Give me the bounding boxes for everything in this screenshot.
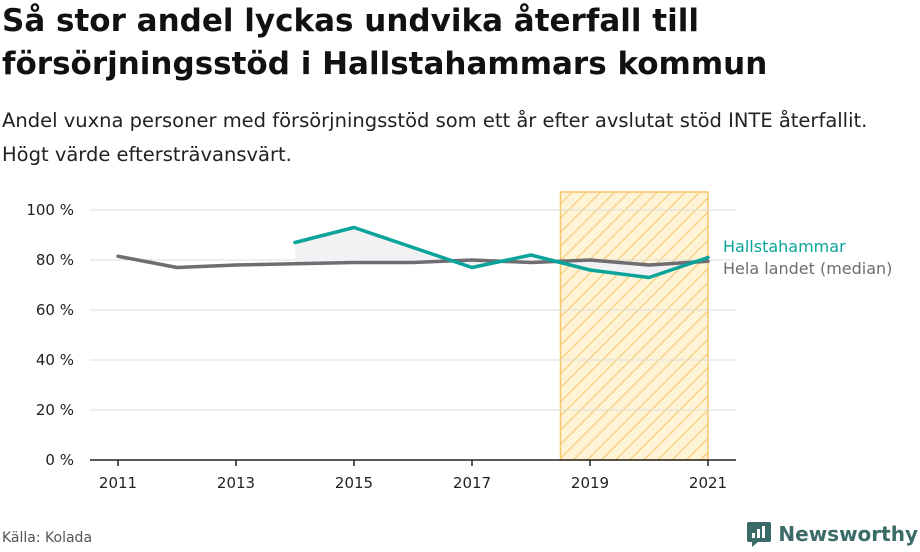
x-tick-label: 2011	[99, 474, 137, 492]
series-label-national: Hela landet (median)	[723, 259, 892, 278]
x-tick-label: 2021	[689, 474, 727, 492]
newsworthy-logo-icon	[747, 522, 772, 547]
y-tick-label: 20 %	[36, 401, 74, 419]
highlight-band-hatch	[559, 191, 709, 461]
x-tick-label: 2015	[335, 474, 373, 492]
x-tick-label: 2017	[453, 474, 491, 492]
series-label-hallstahammar: Hallstahammar	[723, 237, 846, 256]
y-tick-label: 60 %	[36, 301, 74, 319]
series-line-hallstahammar	[293, 225, 710, 280]
brand-name: Newsworthy	[778, 522, 918, 546]
chart-subtitle: Andel vuxna personer med försörjningsstö…	[2, 109, 868, 166]
y-tick-label: 40 %	[36, 351, 74, 369]
chart-title: Så stor andel lyckas undvika återfall ti…	[2, 3, 768, 82]
x-tick-label: 2019	[571, 474, 609, 492]
y-tick-label: 80 %	[36, 251, 74, 269]
x-tick-label: 2013	[217, 474, 255, 492]
difference-area	[295, 227, 708, 278]
source-note: Källa: Kolada	[2, 530, 93, 546]
y-tick-label: 100 %	[26, 201, 74, 219]
brand-logo: Newsworthy	[746, 520, 918, 548]
y-tick-label: 0 %	[45, 451, 74, 469]
